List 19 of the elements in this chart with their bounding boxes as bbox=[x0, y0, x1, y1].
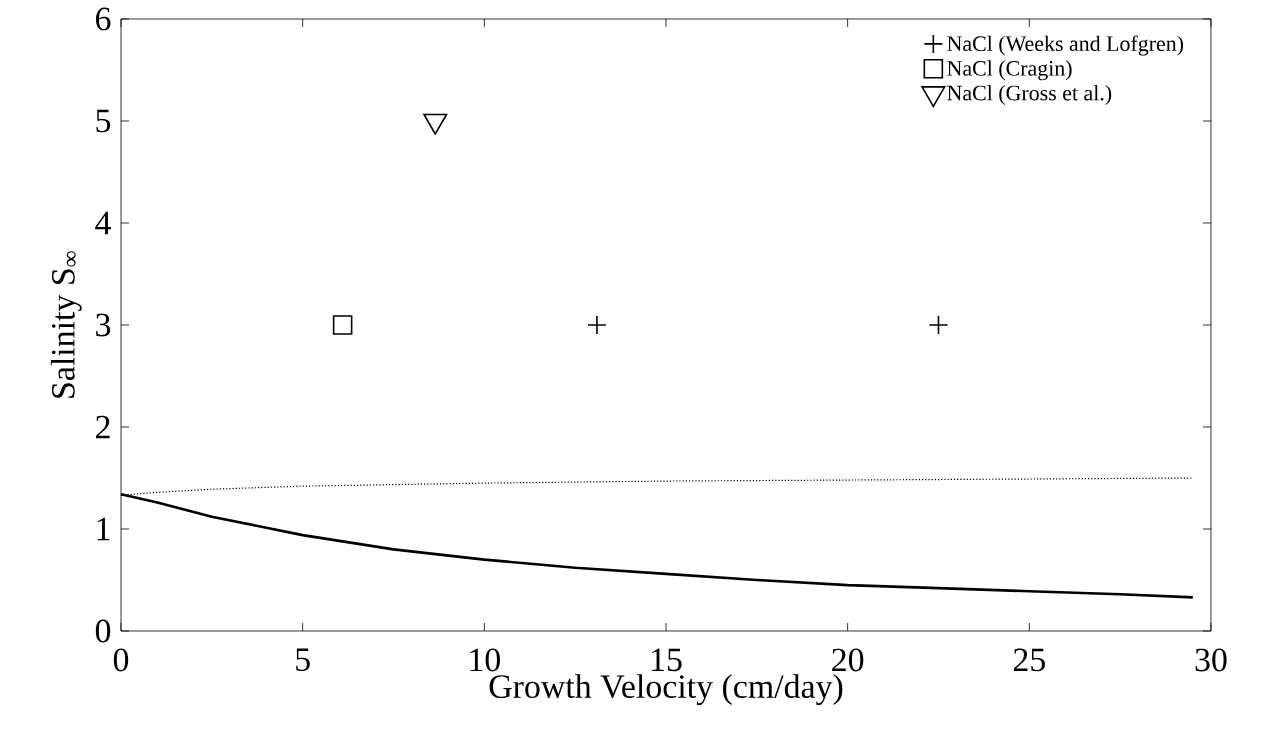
x-tick-label: 10 bbox=[470, 648, 500, 672]
y-tick-label: 6 bbox=[96, 7, 111, 31]
y-tick-label: 0 bbox=[95, 619, 111, 643]
legend-label: NaCl (Cragin) bbox=[947, 60, 1072, 81]
y-tick-label: 4 bbox=[95, 211, 111, 235]
x-tick-label: 30 bbox=[1195, 648, 1227, 672]
y-tick-label: 5 bbox=[96, 109, 111, 133]
y-tick-label: 3 bbox=[96, 313, 111, 337]
legend-label: NaCl (Gross et al.) bbox=[947, 85, 1112, 105]
y-axis-title: Salinity S$_{∞}$ bbox=[50, 251, 82, 398]
x-tick-label: 5 bbox=[296, 648, 310, 672]
y-tick-label: 1 bbox=[97, 517, 110, 541]
x-axis-title: Growth Velocity (cm/day) bbox=[489, 674, 843, 706]
x-tick-label: 20 bbox=[832, 648, 864, 672]
x-tick-label: 15 bbox=[652, 648, 682, 672]
y-tick-label: 2 bbox=[96, 415, 110, 439]
x-tick-label: 25 bbox=[1013, 648, 1045, 672]
x-tick-label: 0 bbox=[113, 648, 129, 672]
legend-label: NaCl (Weeks and Lofgren) bbox=[947, 35, 1184, 56]
